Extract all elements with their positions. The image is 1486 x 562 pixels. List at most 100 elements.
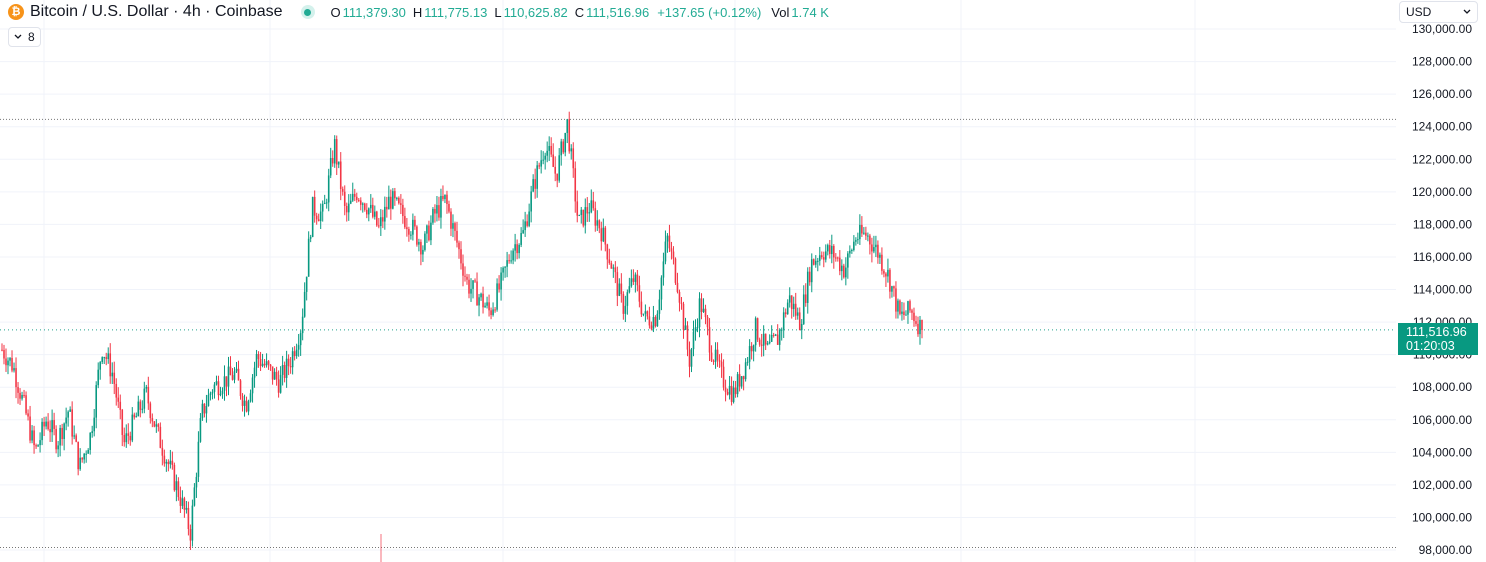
- candle-body: [538, 165, 540, 167]
- candle-body: [89, 432, 91, 450]
- candle-body: [919, 319, 921, 335]
- candle-body: [93, 417, 96, 432]
- candle-body: [843, 265, 845, 278]
- candle-body: [857, 239, 859, 241]
- candle-body: [7, 360, 9, 366]
- candle-body: [251, 377, 254, 394]
- candle-body: [796, 312, 799, 316]
- candle-body: [540, 160, 542, 167]
- candle-body: [708, 327, 711, 353]
- chevron-down-icon: [14, 34, 22, 39]
- candle-body: [133, 414, 136, 418]
- candle-body: [670, 248, 673, 252]
- candle-body: [376, 211, 378, 226]
- candle-body: [269, 364, 272, 367]
- candle-body: [103, 357, 106, 359]
- y-tick-label: 102,000.00: [1412, 478, 1472, 492]
- currency-value: USD: [1406, 5, 1432, 19]
- candle-body: [245, 400, 248, 412]
- indicator-count: 8: [28, 30, 35, 44]
- candle-body: [125, 433, 128, 443]
- candle-body: [287, 358, 290, 367]
- candle-body: [562, 141, 565, 153]
- candle-body: [227, 366, 230, 387]
- currency-select[interactable]: USD: [1399, 1, 1478, 23]
- candle-body: [630, 278, 633, 287]
- y-tick-label: 124,000.00: [1412, 120, 1472, 134]
- candle-body: [13, 368, 15, 371]
- candle-body: [81, 457, 83, 460]
- candle-body: [486, 302, 488, 306]
- y-tick-label: 98,000.00: [1419, 543, 1473, 557]
- symbol-title[interactable]: Bitcoin / U.S. Dollar · 4h · Coinbase: [30, 3, 283, 20]
- candle-body: [408, 229, 410, 235]
- candle-body: [869, 235, 871, 245]
- candle-body: [502, 267, 504, 273]
- candle-body: [728, 385, 731, 395]
- candle-body: [221, 390, 224, 394]
- candle-body: [263, 363, 266, 366]
- candle-body: [277, 379, 280, 393]
- candle-body: [119, 401, 122, 410]
- candle-body: [552, 154, 554, 167]
- candle-body: [826, 245, 829, 252]
- candle-body: [893, 286, 895, 289]
- candle-body: [883, 270, 885, 274]
- y-tick-label: 100,000.00: [1412, 510, 1472, 524]
- candle-body: [323, 202, 326, 204]
- candle-body: [478, 297, 480, 306]
- candle-body: [734, 387, 737, 395]
- candle-body: [782, 312, 785, 330]
- candle-body: [833, 245, 835, 258]
- candle-body: [484, 305, 486, 308]
- candle-body: [452, 223, 454, 229]
- candle-body: [349, 200, 352, 204]
- ohlc-values: O 111,379.30 H 111,775.13 L 110,625.82 C 111…: [331, 5, 829, 20]
- candle-body: [97, 369, 100, 386]
- candle-body: [337, 161, 340, 165]
- candle-body: [448, 203, 450, 212]
- candle-body: [554, 166, 557, 174]
- bitcoin-icon: ₿: [8, 4, 24, 20]
- candle-body: [668, 235, 671, 249]
- candle-body: [384, 206, 386, 222]
- candle-body: [476, 281, 478, 306]
- candle-body: [656, 313, 659, 327]
- candle-body: [678, 291, 681, 303]
- candle-body: [249, 393, 252, 402]
- candle-body: [159, 426, 162, 448]
- candle-body: [628, 286, 631, 293]
- candle-body: [422, 249, 424, 255]
- candle-body: [85, 453, 87, 455]
- candle-body: [21, 395, 23, 399]
- candle-body: [23, 395, 25, 397]
- candle-body: [877, 244, 879, 258]
- candle-body: [406, 227, 408, 230]
- candle-body: [808, 271, 811, 283]
- market-status-icon[interactable]: [300, 5, 315, 19]
- candle-body: [638, 285, 641, 302]
- candle-body: [235, 368, 238, 372]
- candle-body: [901, 311, 903, 314]
- y-tick-label: 120,000.00: [1412, 185, 1472, 199]
- candle-body: [311, 196, 314, 237]
- candle-body: [361, 203, 364, 205]
- candle-body: [197, 441, 200, 477]
- candle-body: [11, 357, 13, 371]
- candle-body: [285, 358, 288, 378]
- candle-body: [372, 204, 374, 217]
- candle-body: [490, 310, 492, 315]
- candle-body: [333, 139, 336, 164]
- collapse-indicators-button[interactable]: 8: [8, 27, 41, 47]
- candle-body: [722, 366, 725, 388]
- candle-body: [355, 196, 358, 200]
- candle-body: [149, 403, 152, 419]
- candle-body: [510, 260, 512, 262]
- candle-body: [165, 461, 168, 464]
- open-label: O: [330, 4, 341, 20]
- candle-body: [740, 376, 743, 387]
- candle-body: [65, 417, 67, 424]
- candle-body: [608, 259, 611, 264]
- candle-body: [109, 353, 112, 377]
